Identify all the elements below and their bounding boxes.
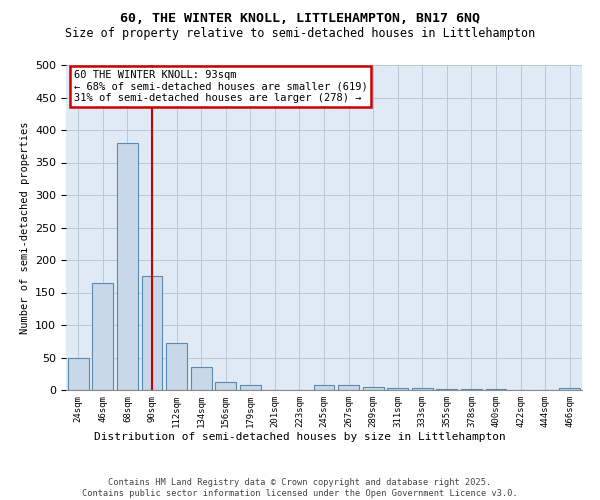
Bar	[362, 387, 383, 390]
Bar	[387, 388, 408, 390]
Text: Contains HM Land Registry data © Crown copyright and database right 2025.
Contai: Contains HM Land Registry data © Crown c…	[82, 478, 518, 498]
Bar	[338, 385, 359, 390]
Bar	[142, 276, 163, 390]
Bar	[240, 386, 261, 390]
Bar	[559, 388, 580, 390]
Text: 60, THE WINTER KNOLL, LITTLEHAMPTON, BN17 6NQ: 60, THE WINTER KNOLL, LITTLEHAMPTON, BN1…	[120, 12, 480, 26]
Bar	[215, 382, 236, 390]
Bar	[191, 367, 212, 390]
Bar	[166, 343, 187, 390]
Bar	[412, 388, 433, 390]
Bar	[68, 358, 89, 390]
Bar	[436, 388, 457, 390]
Bar	[92, 283, 113, 390]
Text: Distribution of semi-detached houses by size in Littlehampton: Distribution of semi-detached houses by …	[94, 432, 506, 442]
Text: Size of property relative to semi-detached houses in Littlehampton: Size of property relative to semi-detach…	[65, 28, 535, 40]
Bar	[314, 386, 334, 390]
Text: 60 THE WINTER KNOLL: 93sqm
← 68% of semi-detached houses are smaller (619)
31% o: 60 THE WINTER KNOLL: 93sqm ← 68% of semi…	[74, 70, 367, 103]
Y-axis label: Number of semi-detached properties: Number of semi-detached properties	[20, 121, 29, 334]
Bar	[117, 143, 138, 390]
